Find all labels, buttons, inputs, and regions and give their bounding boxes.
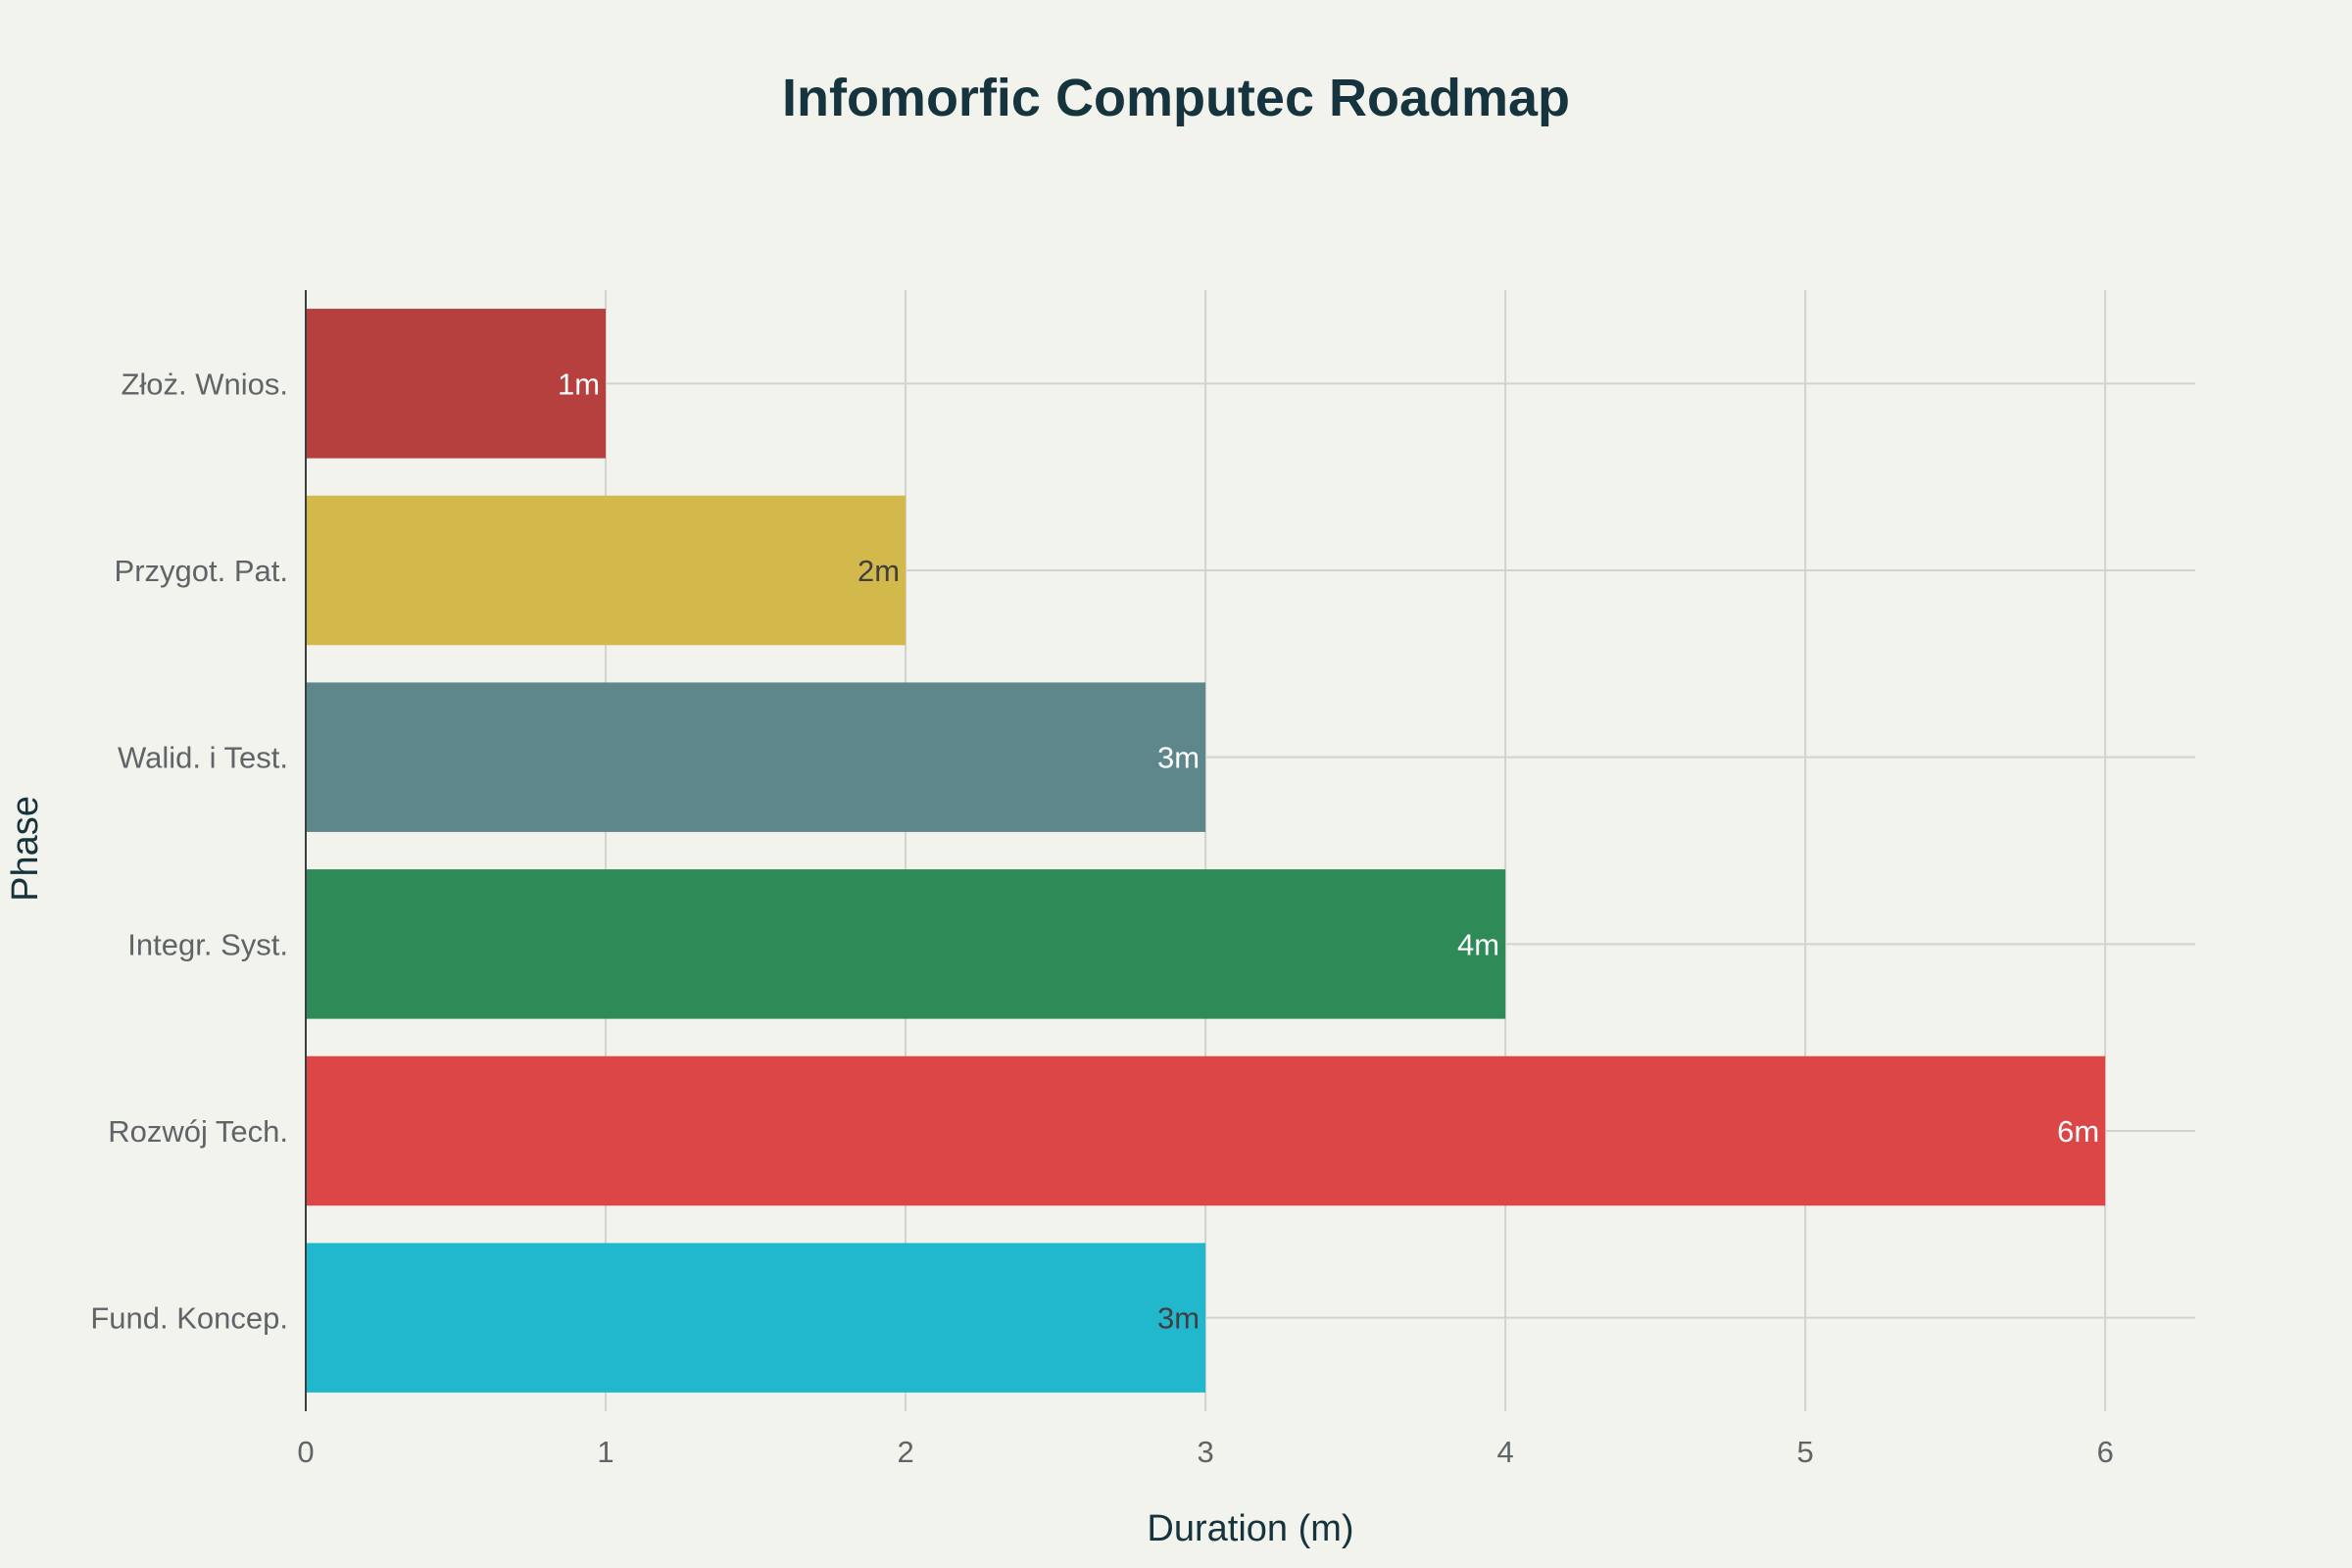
x-tick-label: 5 xyxy=(1797,1435,1814,1469)
x-tick-label: 4 xyxy=(1497,1435,1514,1469)
bar xyxy=(306,1243,1206,1393)
x-tick-label: 1 xyxy=(597,1435,613,1469)
y-tick-label: Walid. i Test. xyxy=(118,741,288,775)
x-tick-label: 6 xyxy=(2097,1435,2114,1469)
bar-data-label: 1m xyxy=(558,367,600,401)
x-tick-label: 0 xyxy=(297,1435,314,1469)
bars xyxy=(306,309,2106,1393)
bar-data-label: 3m xyxy=(1157,741,1200,775)
y-axis-ticks: Złoż. Wnios. Przygot. Pat. Walid. i Test. I… xyxy=(90,367,288,1335)
y-tick-label: Fund. Koncep. xyxy=(90,1301,288,1336)
bar xyxy=(306,682,1206,832)
x-tick-label: 3 xyxy=(1197,1435,1213,1469)
bar-data-label: 3m xyxy=(1157,1301,1200,1336)
bar-data-label: 6m xyxy=(2057,1114,2099,1149)
data-labels: 1m 2m 3m 4m 6m 3m xyxy=(558,367,2099,1335)
y-axis-title: Phase xyxy=(5,796,46,902)
bar-data-label: 2m xyxy=(858,554,900,588)
chart-title: Infomorfic Computec Roadmap xyxy=(782,69,1570,127)
y-tick-label: Rozwój Tech. xyxy=(108,1114,288,1149)
bar xyxy=(306,309,607,459)
y-tick-label: Integr. Syst. xyxy=(127,927,288,961)
bar xyxy=(306,869,1506,1019)
y-tick-label: Przygot. Pat. xyxy=(115,554,288,588)
x-tick-label: 2 xyxy=(897,1435,913,1469)
bar xyxy=(306,1055,2106,1206)
bar-data-label: 4m xyxy=(1457,927,1499,961)
y-tick-label: Złoż. Wnios. xyxy=(121,367,288,401)
x-axis-title: Duration (m) xyxy=(1147,1508,1353,1549)
bar xyxy=(306,495,906,646)
x-axis-ticks: 0 1 2 3 4 5 6 xyxy=(297,1435,2113,1469)
